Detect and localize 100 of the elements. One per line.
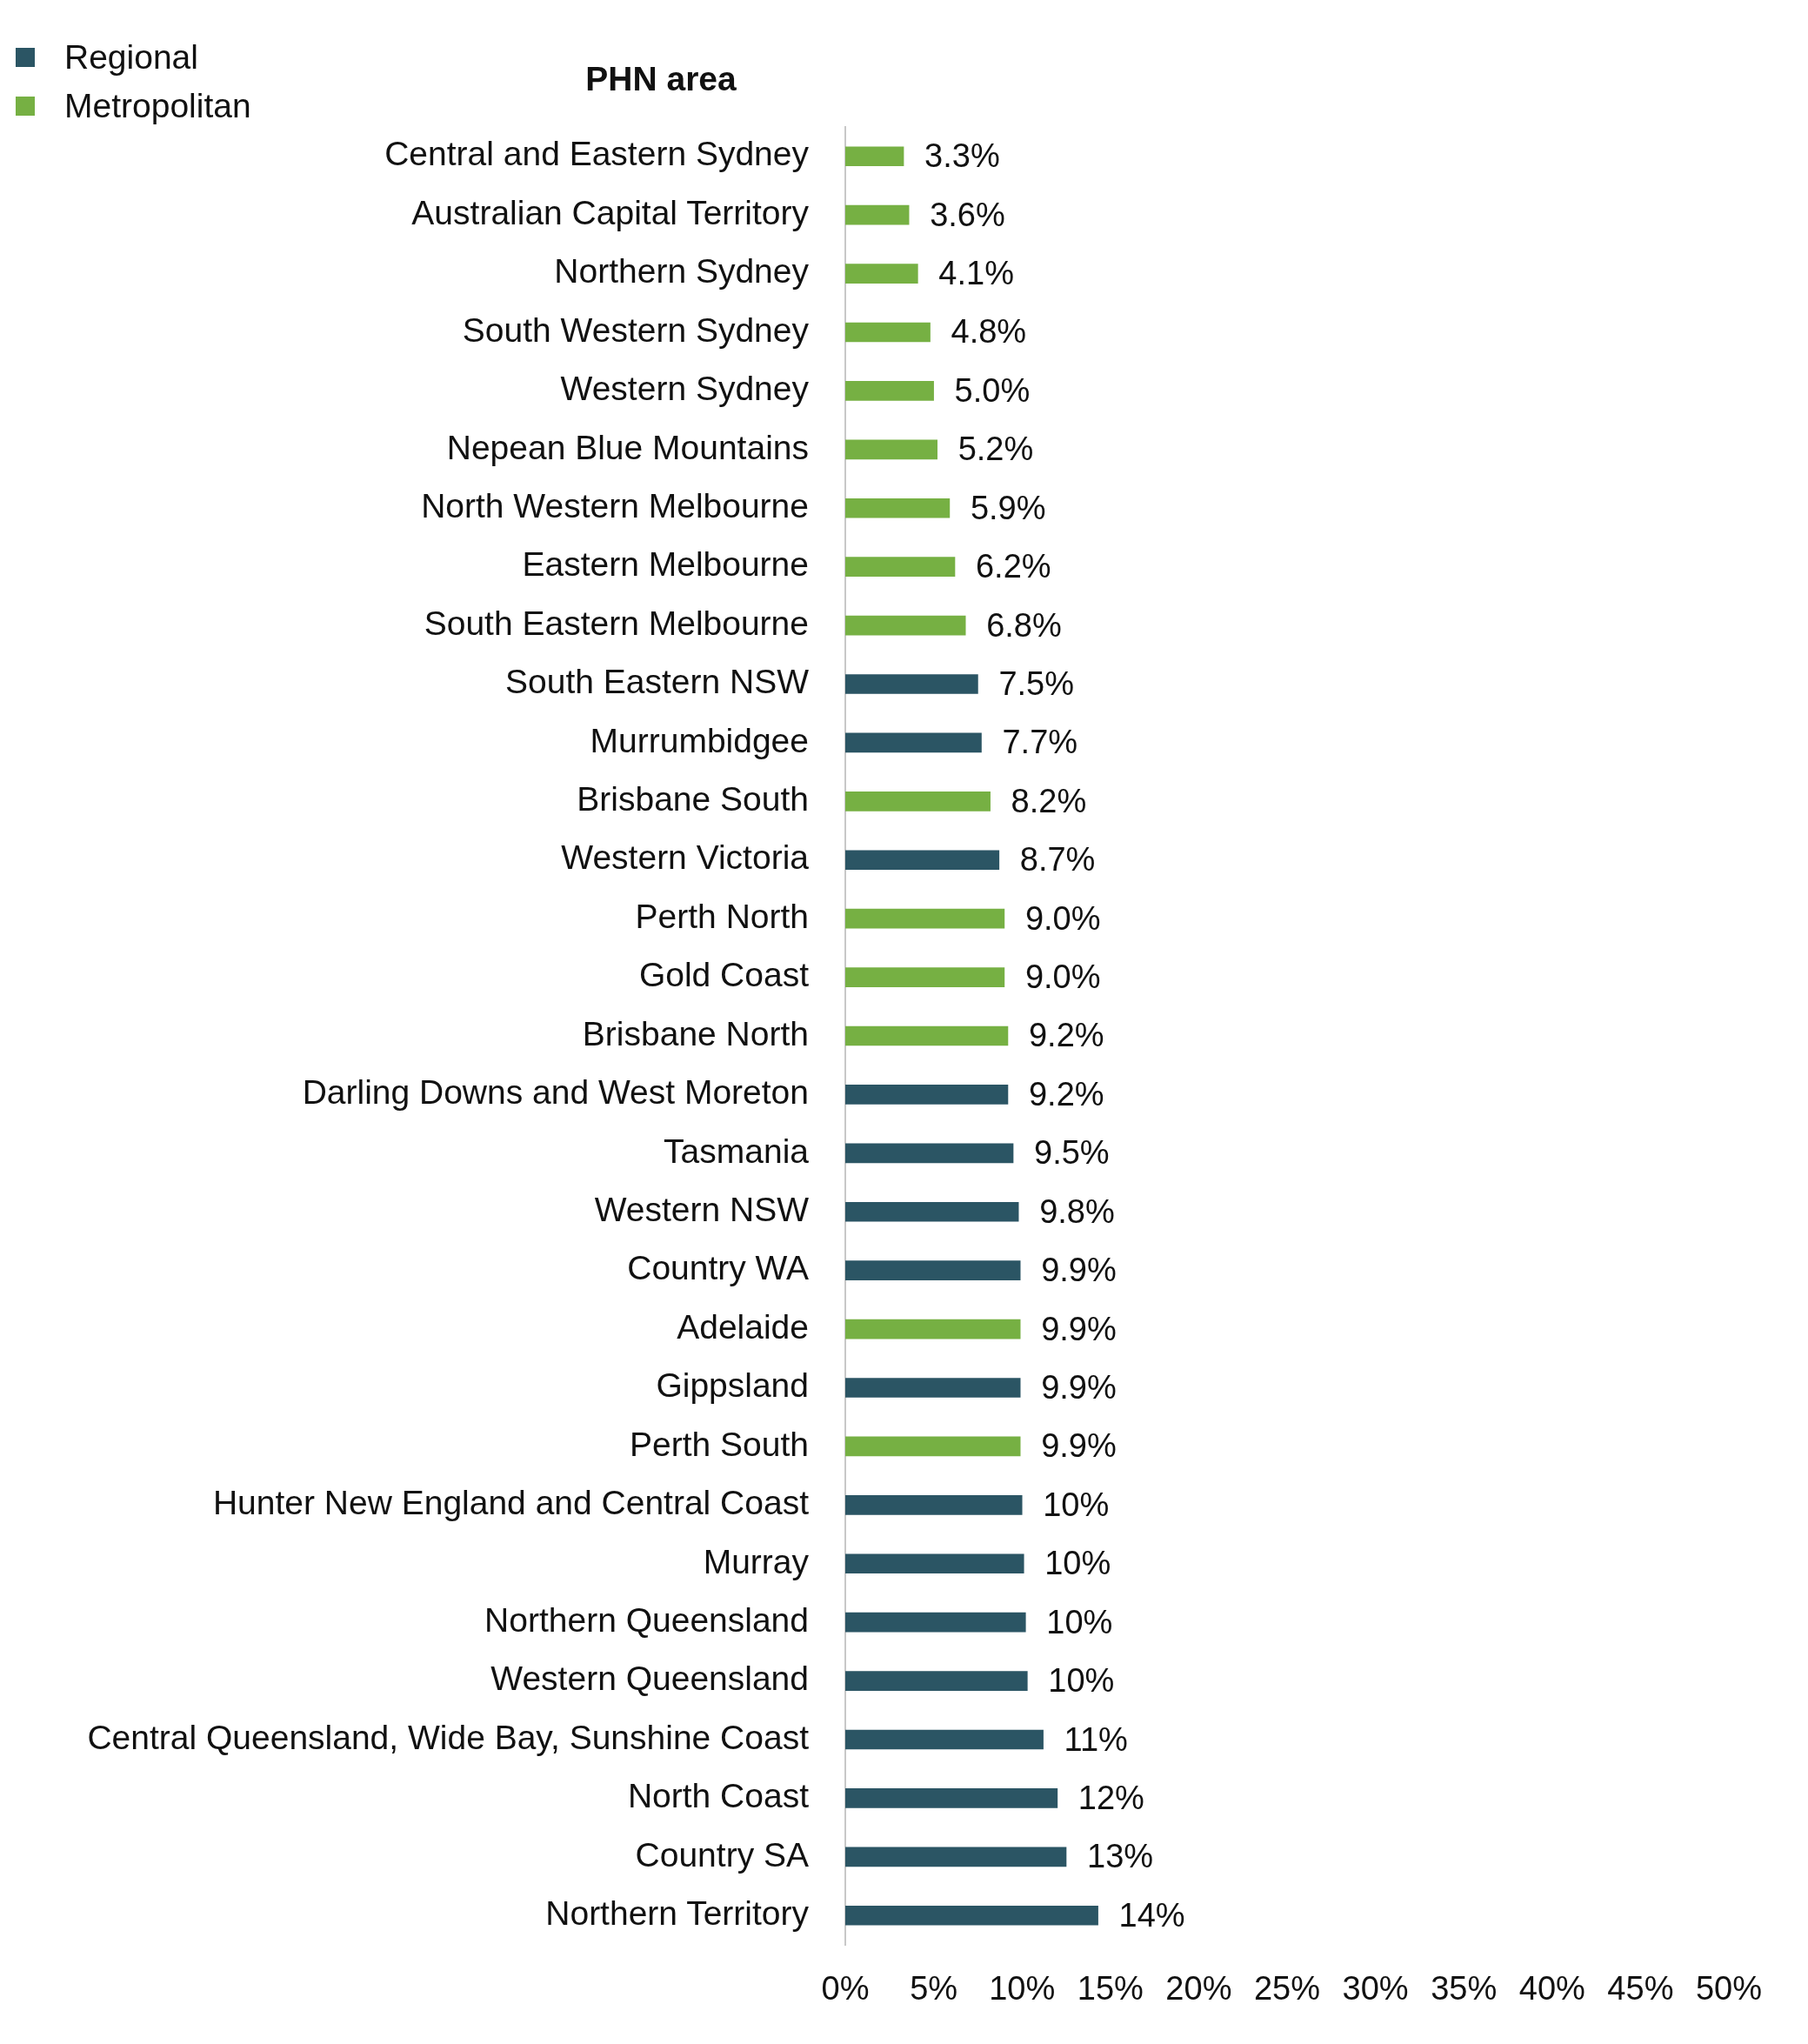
- y-tick-label: Perth North: [635, 897, 809, 935]
- bar: [845, 674, 978, 694]
- data-label: 3.3%: [924, 137, 1000, 175]
- x-tick-label: 25%: [1253, 1970, 1321, 2007]
- data-label: 5.2%: [957, 431, 1034, 468]
- bar: [845, 791, 991, 812]
- x-tick-label: 15%: [1077, 1970, 1144, 2007]
- bar: [845, 967, 1005, 987]
- data-label: 10%: [1043, 1486, 1110, 1523]
- bar: [845, 850, 1000, 871]
- bar: [845, 439, 937, 460]
- data-label: 4.1%: [938, 255, 1014, 292]
- bar: [845, 146, 904, 167]
- data-label: 3.6%: [930, 196, 1005, 233]
- y-tick-label: Nepean Blue Mountains: [446, 428, 809, 466]
- bar: [845, 381, 934, 401]
- y-tick-label: Gippsland: [656, 1366, 809, 1405]
- data-label: 14%: [1118, 1896, 1185, 1934]
- bar: [845, 1612, 1026, 1633]
- bar: [845, 732, 982, 753]
- bar: [845, 1436, 1021, 1457]
- bar: [845, 557, 956, 577]
- x-tick-label: 30%: [1342, 1970, 1409, 2007]
- data-label: 10%: [1046, 1603, 1113, 1640]
- data-label: 9.9%: [1041, 1310, 1117, 1347]
- data-label: 11%: [1064, 1720, 1128, 1758]
- y-tick-label: Hunter New England and Central Coast: [212, 1484, 810, 1522]
- legend-label: Metropolitan: [64, 87, 251, 125]
- y-tick-label: Western Victoria: [561, 838, 810, 877]
- x-tick-label: 10%: [989, 1970, 1056, 2007]
- data-label: 9.5%: [1034, 1134, 1110, 1172]
- y-tick-label: Murrumbidgee: [590, 721, 809, 759]
- bar: [845, 615, 966, 636]
- data-label: 9.9%: [1041, 1427, 1117, 1465]
- data-label: 9.2%: [1028, 1017, 1104, 1054]
- x-tick-label: 20%: [1165, 1970, 1232, 2007]
- data-label: 12%: [1077, 1779, 1144, 1816]
- y-tick-label: Gold Coast: [638, 956, 810, 994]
- y-tick-label: Country WA: [627, 1249, 809, 1287]
- data-label: 9.0%: [1024, 899, 1101, 937]
- y-tick-label: Western NSW: [594, 1191, 810, 1229]
- y-tick-label: South Eastern Melbourne: [424, 604, 809, 642]
- bar: [845, 204, 910, 225]
- y-tick-label: Western Sydney: [560, 370, 810, 408]
- y-tick-label: Tasmania: [664, 1132, 810, 1170]
- y-tick-label: Brisbane South: [577, 780, 809, 818]
- bar: [845, 1025, 1009, 1046]
- y-tick-label: Adelaide: [677, 1307, 809, 1346]
- y-tick-label: Central and Eastern Sydney: [384, 135, 810, 173]
- y-axis-title: PHN area: [585, 59, 737, 97]
- data-label: 4.8%: [951, 313, 1027, 351]
- bar: [845, 1847, 1067, 1867]
- bar: [845, 1671, 1028, 1691]
- y-tick-label: Darling Downs and West Moreton: [302, 1073, 809, 1112]
- y-tick-label: North Western Melbourne: [421, 486, 809, 524]
- data-label: 7.7%: [1002, 724, 1078, 761]
- data-label: 9.9%: [1041, 1252, 1117, 1289]
- bar: [845, 322, 931, 343]
- y-tick-label: Western Queensland: [490, 1660, 809, 1698]
- y-tick-label: South Eastern NSW: [505, 663, 810, 701]
- bar: [845, 1378, 1021, 1398]
- data-label: 9.2%: [1028, 1075, 1104, 1112]
- data-label: 13%: [1087, 1838, 1154, 1875]
- x-tick-label: 0%: [821, 1970, 870, 2007]
- data-label: 9.8%: [1039, 1192, 1115, 1230]
- y-tick-label: Country SA: [635, 1835, 809, 1874]
- y-tick-label: Australian Capital Territory: [411, 193, 810, 231]
- bar: [845, 1201, 1019, 1222]
- x-tick-label: 50%: [1695, 1970, 1763, 2007]
- x-tick-label: 35%: [1431, 1970, 1498, 2007]
- bar: [845, 1495, 1023, 1515]
- y-tick-label: North Coast: [627, 1777, 810, 1815]
- y-tick-label: South Western Sydney: [462, 311, 810, 349]
- legend-label: Regional: [64, 38, 198, 77]
- x-tick-label: 40%: [1518, 1970, 1585, 2007]
- data-label: 5.9%: [970, 489, 1046, 526]
- y-tick-label: Murray: [703, 1542, 810, 1580]
- y-tick-label: Northern Territory: [545, 1894, 810, 1933]
- bar: [845, 1143, 1014, 1164]
- x-tick-label: 45%: [1607, 1970, 1674, 2007]
- data-label: 6.2%: [975, 548, 1051, 585]
- y-tick-label: Northern Queensland: [484, 1600, 809, 1639]
- bar: [845, 1729, 1044, 1750]
- data-label: 8.7%: [1019, 841, 1096, 878]
- data-label: 8.2%: [1011, 782, 1087, 819]
- y-tick-label: Perth South: [630, 1425, 809, 1463]
- y-tick-label: Brisbane North: [582, 1014, 809, 1052]
- data-label: 6.8%: [986, 606, 1062, 644]
- bar: [845, 1553, 1024, 1574]
- bar: [845, 1788, 1058, 1808]
- data-label: 9.0%: [1024, 959, 1101, 996]
- data-label: 10%: [1048, 1662, 1115, 1700]
- y-tick-label: Eastern Melbourne: [522, 545, 809, 584]
- bar: [845, 1905, 1098, 1926]
- data-label: 9.9%: [1041, 1369, 1117, 1406]
- data-label: 7.5%: [998, 665, 1075, 702]
- y-tick-label: Northern Sydney: [554, 252, 810, 291]
- bar: [845, 1260, 1021, 1281]
- bar: [845, 1319, 1021, 1339]
- bar: [845, 908, 1005, 929]
